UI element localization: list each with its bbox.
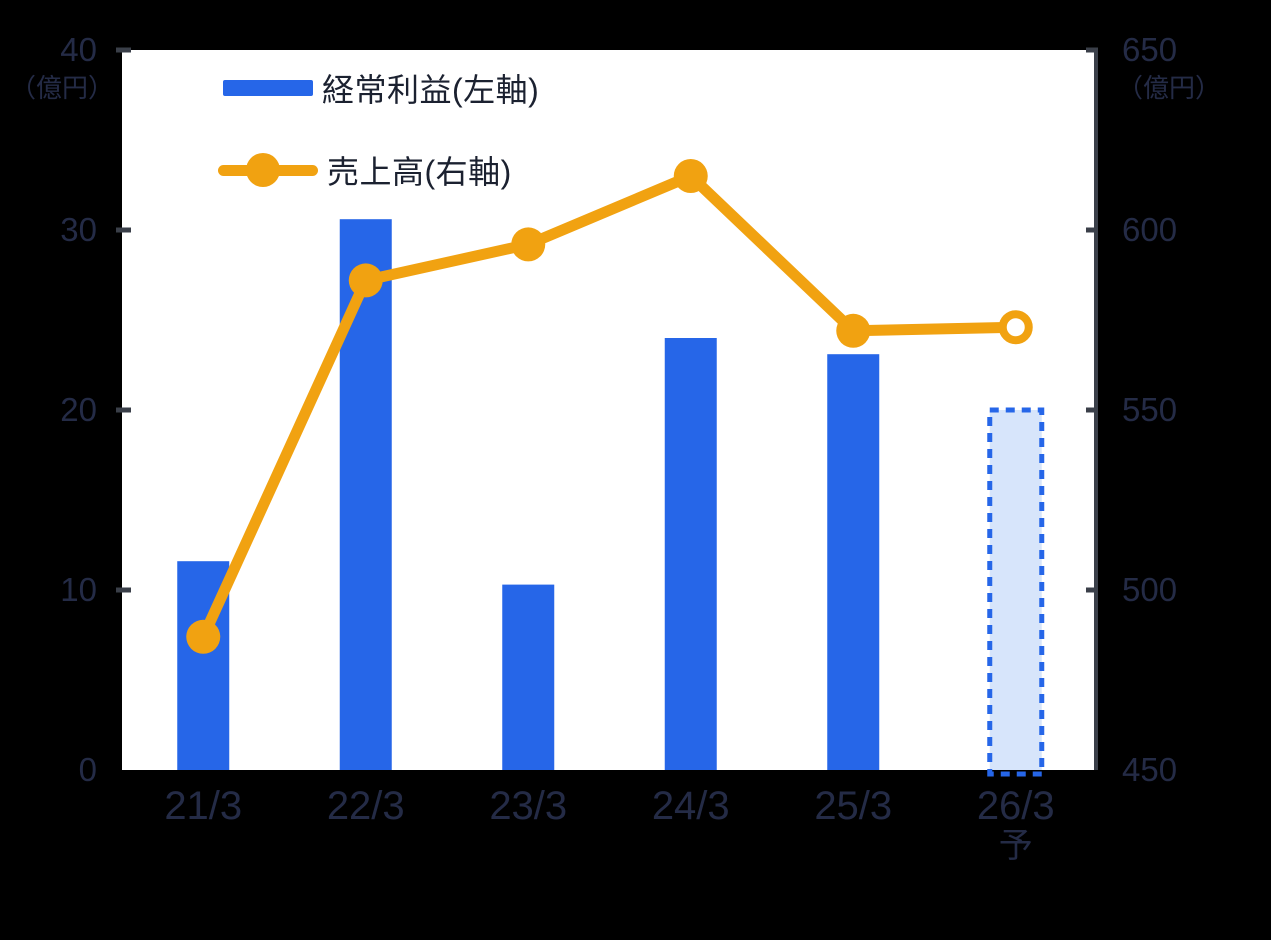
data-point-marker	[836, 313, 871, 348]
legend-item-profit: 経常利益(左軸)	[216, 66, 539, 110]
x-axis-forecast-sublabel: 予	[998, 827, 1033, 865]
legend-item-sales: 売上高(右軸)	[216, 148, 539, 192]
right-axis-tick-label: 550	[1122, 391, 1178, 428]
line-series-swatch	[218, 153, 318, 187]
x-axis-tick-label: 25/3	[814, 784, 893, 828]
data-point-marker	[511, 227, 546, 262]
line-swatch-marker-icon	[246, 153, 280, 187]
x-axis-tick-label: 21/3	[164, 784, 243, 828]
right-axis-tick-label: 600	[1122, 211, 1178, 248]
data-point-marker	[348, 263, 383, 298]
plot-area: 経常利益(左軸) 売上高(右軸)	[116, 47, 1098, 777]
x-axis-tick-label: 22/3	[326, 784, 405, 828]
chart-plot-svg	[116, 47, 1098, 777]
forecast-data-point-marker	[998, 310, 1033, 345]
left-axis-unit-label: （億円）	[9, 73, 114, 103]
left-axis-tick-label: 20	[60, 391, 97, 428]
legend: 経常利益(左軸) 売上高(右軸)	[216, 66, 539, 230]
right-axis-line	[1094, 50, 1098, 770]
bar	[664, 338, 717, 770]
right-axis-tick-label: 500	[1122, 571, 1178, 608]
left-axis-tick-label: 30	[60, 211, 97, 248]
x-axis-tick-label: 23/3	[489, 784, 568, 828]
line-series-label: 売上高(右軸)	[327, 154, 512, 190]
bar	[339, 219, 392, 770]
data-point-marker	[673, 159, 708, 193]
data-point-marker	[186, 619, 221, 654]
right-axis-tick-label: 450	[1122, 751, 1178, 788]
x-axis-tick-label: 26/3	[976, 784, 1055, 828]
bar	[502, 584, 555, 770]
left-axis-tick-label: 10	[60, 571, 97, 608]
x-axis-tick-label: 24/3	[651, 784, 730, 828]
right-axis-tick-label: 650	[1122, 31, 1178, 68]
forecast-bar	[989, 410, 1042, 770]
line-series-path	[197, 170, 1022, 643]
bar-series-label: 経常利益(左軸)	[322, 72, 540, 108]
right-axis-unit-label: （億円）	[1117, 73, 1222, 103]
left-axis-tick-label: 0	[78, 751, 97, 788]
bar-series-swatch	[223, 80, 313, 96]
left-axis-tick-label: 40	[60, 31, 97, 68]
bar	[827, 354, 880, 770]
